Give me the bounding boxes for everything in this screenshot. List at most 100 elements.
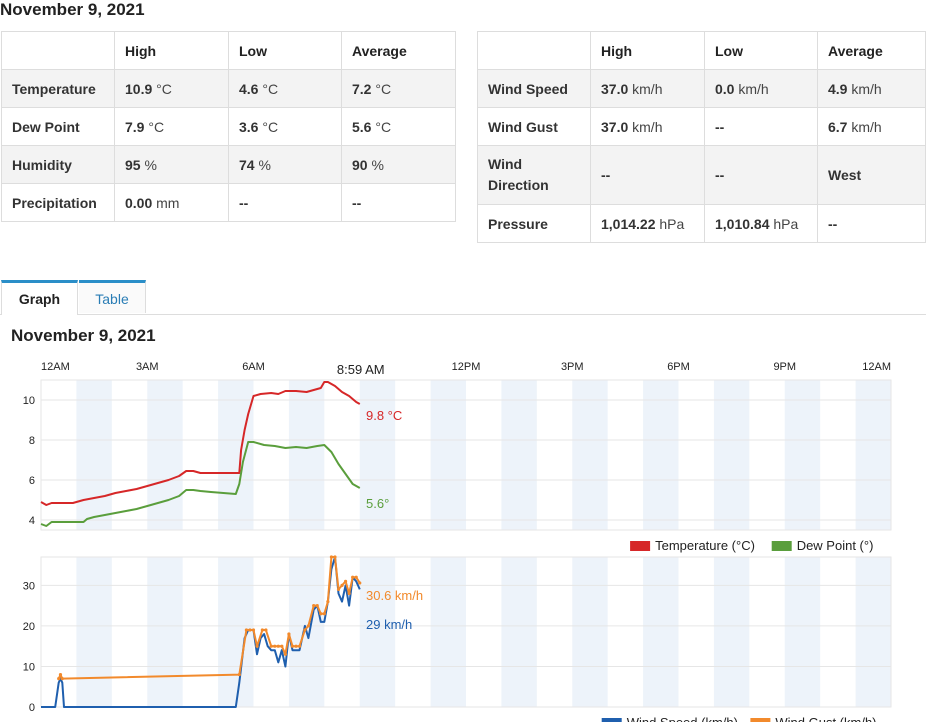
hour-band xyxy=(147,380,183,530)
graph-title: November 9, 2021 xyxy=(11,326,156,345)
time-tick-label: 6AM xyxy=(242,361,265,373)
view-tabs: Graph Table xyxy=(0,280,926,315)
high-cell: 37.0 km/h xyxy=(590,107,705,146)
average-cell: -- xyxy=(341,183,456,222)
low-cell: -- xyxy=(704,107,818,146)
table-row: Wind Direction -- -- West xyxy=(477,145,926,205)
table-header-average: Average xyxy=(341,31,456,70)
hour-band xyxy=(430,557,466,707)
hour-band xyxy=(218,380,254,530)
table-row: Pressure 1,014.22 hPa 1,010.84 hPa -- xyxy=(477,204,926,243)
y-tick-label: 10 xyxy=(23,395,35,407)
legend-swatch xyxy=(771,541,792,551)
wind-gust-point xyxy=(333,555,337,559)
wind-gust-point xyxy=(290,644,295,648)
row-label: Pressure xyxy=(477,204,591,243)
table-row: Dew Point 7.9 °C 3.6 °C 5.6 °C xyxy=(1,107,456,146)
wind-gust-point xyxy=(340,583,344,587)
hour-band xyxy=(784,380,821,530)
average-cell: 6.7 km/h xyxy=(817,107,926,146)
hour-band xyxy=(76,380,112,530)
high-cell: 1,014.22 hPa xyxy=(590,204,705,243)
low-cell: 3.6 °C xyxy=(228,107,342,146)
wind-gust-point xyxy=(264,628,268,632)
wind-gust-point xyxy=(354,575,358,579)
dew-point-line xyxy=(40,441,361,527)
wind-gust-point xyxy=(280,644,284,648)
hour-band xyxy=(288,380,325,530)
wind-pressure-stats-table: High Low Average Wind Speed 37.0 km/h 0.… xyxy=(477,31,926,243)
wind-gust-point xyxy=(260,628,264,632)
time-tick-label: 3AM xyxy=(136,361,159,373)
weather-chart: 12AM3AM6AM12PM3PM6PM9PM12AM9AM4681001020… xyxy=(23,360,892,722)
hour-band xyxy=(572,380,608,530)
high-cell: 10.9 °C xyxy=(114,69,229,108)
plot-frame xyxy=(40,379,892,531)
cursor-time-label: 8:59 AM xyxy=(337,362,385,377)
table-header-low: Low xyxy=(228,31,342,70)
wind-gust-point xyxy=(297,644,302,648)
row-label: Precipitation xyxy=(1,183,115,222)
wind-gust-point xyxy=(248,628,252,632)
wind-gust-point xyxy=(287,632,291,636)
wind-gust-point xyxy=(283,652,287,656)
hour-band xyxy=(76,557,112,707)
wind-gust-point xyxy=(347,591,351,596)
time-tick-label: 12PM xyxy=(452,361,481,373)
wind-gust-point xyxy=(294,644,298,648)
row-label: Wind Speed xyxy=(477,69,591,108)
wind-gust-end-label: 30.6 km/h xyxy=(366,588,423,603)
hour-band xyxy=(359,557,396,707)
wind-gust-point xyxy=(315,604,319,608)
hour-band xyxy=(643,557,679,707)
temperature-c-line xyxy=(40,381,361,506)
average-cell: 7.2 °C xyxy=(341,69,456,108)
tab-table[interactable]: Table xyxy=(79,280,146,313)
table-header-average: Average xyxy=(817,31,926,70)
hour-band xyxy=(501,557,537,707)
average-cell: -- xyxy=(817,204,926,243)
wind-gust-point xyxy=(322,612,326,616)
date-heading: November 9, 2021 xyxy=(0,0,145,19)
high-cell: 7.9 °C xyxy=(114,107,229,146)
time-tick-label: 12AM xyxy=(862,361,891,373)
low-cell: 1,010.84 hPa xyxy=(704,204,818,243)
wind-gust-point xyxy=(276,644,280,648)
wind-gust-point xyxy=(336,587,341,592)
hour-band xyxy=(572,557,608,707)
time-tick-label: 9PM xyxy=(773,361,796,373)
legend-swatch xyxy=(750,718,771,722)
table-row: Wind Speed 37.0 km/h 0.0 km/h 4.9 km/h xyxy=(477,69,926,108)
table-header-high: High xyxy=(114,31,229,70)
row-label: Humidity xyxy=(1,145,115,184)
time-tick-label: 6PM xyxy=(667,361,690,373)
high-cell: 37.0 km/h xyxy=(590,69,705,108)
row-label: Wind Gust xyxy=(477,107,591,146)
hour-band xyxy=(359,380,396,530)
wind-gust-point xyxy=(255,644,259,648)
legend-label: Wind Gust (km/h) xyxy=(775,715,876,722)
hour-band xyxy=(501,380,537,530)
wind-speed-end-label: 29 km/h xyxy=(366,617,412,632)
tab-graph[interactable]: Graph xyxy=(1,280,78,315)
hour-band xyxy=(784,557,821,707)
average-cell: West xyxy=(817,145,926,205)
wind-gust-point xyxy=(319,612,323,616)
wind-gust-point xyxy=(251,628,256,632)
low-cell: -- xyxy=(704,145,818,205)
wind-gust-point xyxy=(343,579,348,583)
table-header-blank xyxy=(1,31,115,70)
wind-gust-point xyxy=(326,599,330,604)
cursor-label-bg xyxy=(333,360,388,377)
time-tick-label: 12AM xyxy=(41,361,70,373)
low-cell: 4.6 °C xyxy=(228,69,342,108)
table-row: Humidity 95 % 74 % 90 % xyxy=(1,145,456,184)
table-header-blank xyxy=(477,31,591,70)
average-cell: 4.9 km/h xyxy=(817,69,926,108)
hour-band xyxy=(147,557,183,707)
row-label: Dew Point xyxy=(1,107,115,146)
row-label: Temperature xyxy=(1,69,115,108)
average-cell: 90 % xyxy=(341,145,456,184)
wind-gust-point xyxy=(244,628,249,632)
legend-swatch xyxy=(630,541,651,551)
